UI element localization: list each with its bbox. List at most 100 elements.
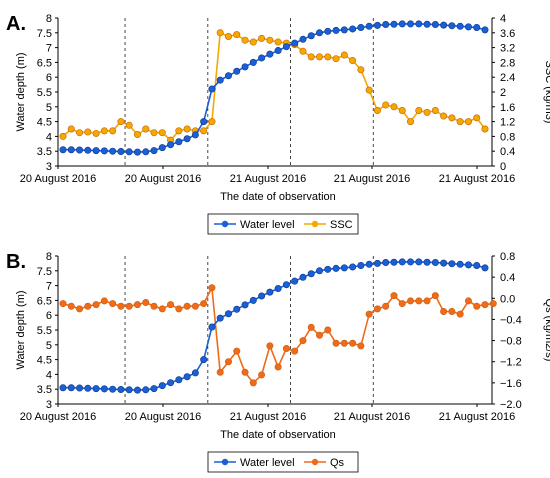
water-level-point — [407, 20, 415, 28]
qs-point — [431, 292, 439, 300]
qs-point — [100, 297, 108, 305]
water-level-point — [423, 258, 431, 266]
water-level-point — [84, 146, 92, 154]
ssc-point — [390, 103, 398, 111]
qs-point — [125, 302, 133, 310]
right-tick-label: 0.8 — [500, 131, 515, 143]
ssc-point — [258, 34, 266, 42]
water-level-point — [448, 260, 456, 268]
ssc-point — [481, 125, 489, 133]
water-level-point — [224, 310, 232, 318]
water-level-point — [431, 21, 439, 29]
water-level-point — [365, 22, 373, 30]
ssc-point — [340, 51, 348, 59]
water-level-point — [340, 26, 348, 34]
water-level-point — [249, 296, 257, 304]
water-level-point — [117, 147, 125, 155]
ssc-point — [407, 118, 415, 126]
chart-panel-2: B. 3 3.5 4 4.5 5 5.5 6 6.5 7 7.5 8 −2.0 −1.6 −1.2 −0.8 −… — [6, 251, 550, 473]
water-level-point — [274, 47, 282, 55]
ssc-point — [373, 107, 381, 115]
x-axis-title: The date of observation — [220, 191, 336, 203]
ssc-point — [249, 38, 257, 46]
qs-point — [481, 301, 489, 309]
ssc-point — [415, 107, 423, 115]
water-level-point — [167, 141, 175, 149]
water-level-point — [349, 25, 357, 33]
ssc-point — [423, 108, 431, 116]
ssc-point — [224, 32, 232, 40]
ssc-point — [100, 127, 108, 135]
water-level-point — [249, 58, 257, 66]
water-level-point — [398, 20, 406, 28]
x-tick-label: 21 August 2016 — [439, 411, 515, 423]
qs-point — [183, 302, 191, 310]
right-tick-label: 0.4 — [500, 146, 515, 158]
water-level-point — [59, 384, 67, 392]
right-tick-label: 4 — [500, 13, 506, 25]
water-level-point — [282, 281, 290, 289]
qs-point — [282, 344, 290, 352]
water-level-point — [373, 259, 381, 267]
qs-point — [423, 297, 431, 305]
qs-point — [216, 368, 224, 376]
water-level-point — [200, 356, 208, 364]
ssc-point — [440, 112, 448, 120]
water-level-point — [216, 76, 224, 84]
water-level-point — [307, 270, 315, 278]
qs-point — [357, 342, 365, 350]
ssc-point — [448, 114, 456, 122]
water-level-point — [464, 261, 472, 269]
water-level-point — [266, 288, 274, 296]
water-level-point — [258, 292, 266, 300]
ssc-point — [357, 66, 365, 74]
legend-swatch-marker-water-level — [221, 458, 229, 466]
water-level-point — [191, 131, 199, 139]
panel-label: A. — [6, 13, 26, 35]
ssc-point — [266, 36, 274, 44]
qs-point — [191, 302, 199, 310]
qs-point — [448, 307, 456, 315]
water-level-point — [440, 21, 448, 29]
water-level-point — [456, 22, 464, 30]
water-level-point — [340, 264, 348, 272]
qs-point — [373, 305, 381, 313]
water-level-point — [274, 285, 282, 293]
right-axis-title: SSC (kg/m3) — [543, 61, 550, 124]
legend-label-ssc: SSC — [330, 219, 353, 231]
qs-point — [489, 300, 497, 308]
water-level-point — [183, 373, 191, 381]
right-tick-label: 1.6 — [500, 102, 515, 114]
qs-point — [382, 302, 390, 310]
water-level-line — [63, 261, 486, 391]
legend-swatch-marker-qs — [311, 458, 319, 466]
water-level-point — [67, 384, 75, 392]
right-tick-label: −1.2 — [500, 357, 522, 369]
ssc-point — [316, 53, 324, 61]
water-level-point — [382, 21, 390, 29]
qs-point — [249, 379, 257, 387]
water-level-point — [456, 260, 464, 268]
qs-point — [133, 301, 141, 309]
water-level-point — [324, 265, 332, 273]
left-tick-label: 4.5 — [37, 355, 52, 367]
ssc-point — [332, 55, 340, 63]
qs-point — [92, 301, 100, 309]
water-level-point — [423, 20, 431, 28]
water-level-point — [266, 50, 274, 58]
right-tick-label: 0.4 — [500, 272, 515, 284]
ssc-point — [200, 127, 208, 135]
water-level-point — [316, 29, 324, 37]
ssc-line — [62, 31, 486, 142]
qs-point — [415, 297, 423, 305]
left-axis-title: Water depth (m) — [15, 52, 27, 131]
legend-box — [207, 213, 359, 235]
water-level-point — [109, 147, 117, 155]
water-level-point — [349, 263, 357, 271]
ssc-point — [142, 125, 150, 133]
left-axis-title: Water depth (m) — [15, 290, 27, 369]
ssc-point — [431, 107, 439, 115]
x-tick-label: 21 August 2016 — [334, 411, 410, 423]
water-level-point — [59, 146, 67, 154]
x-tick-label: 20 August 2016 — [20, 173, 96, 185]
